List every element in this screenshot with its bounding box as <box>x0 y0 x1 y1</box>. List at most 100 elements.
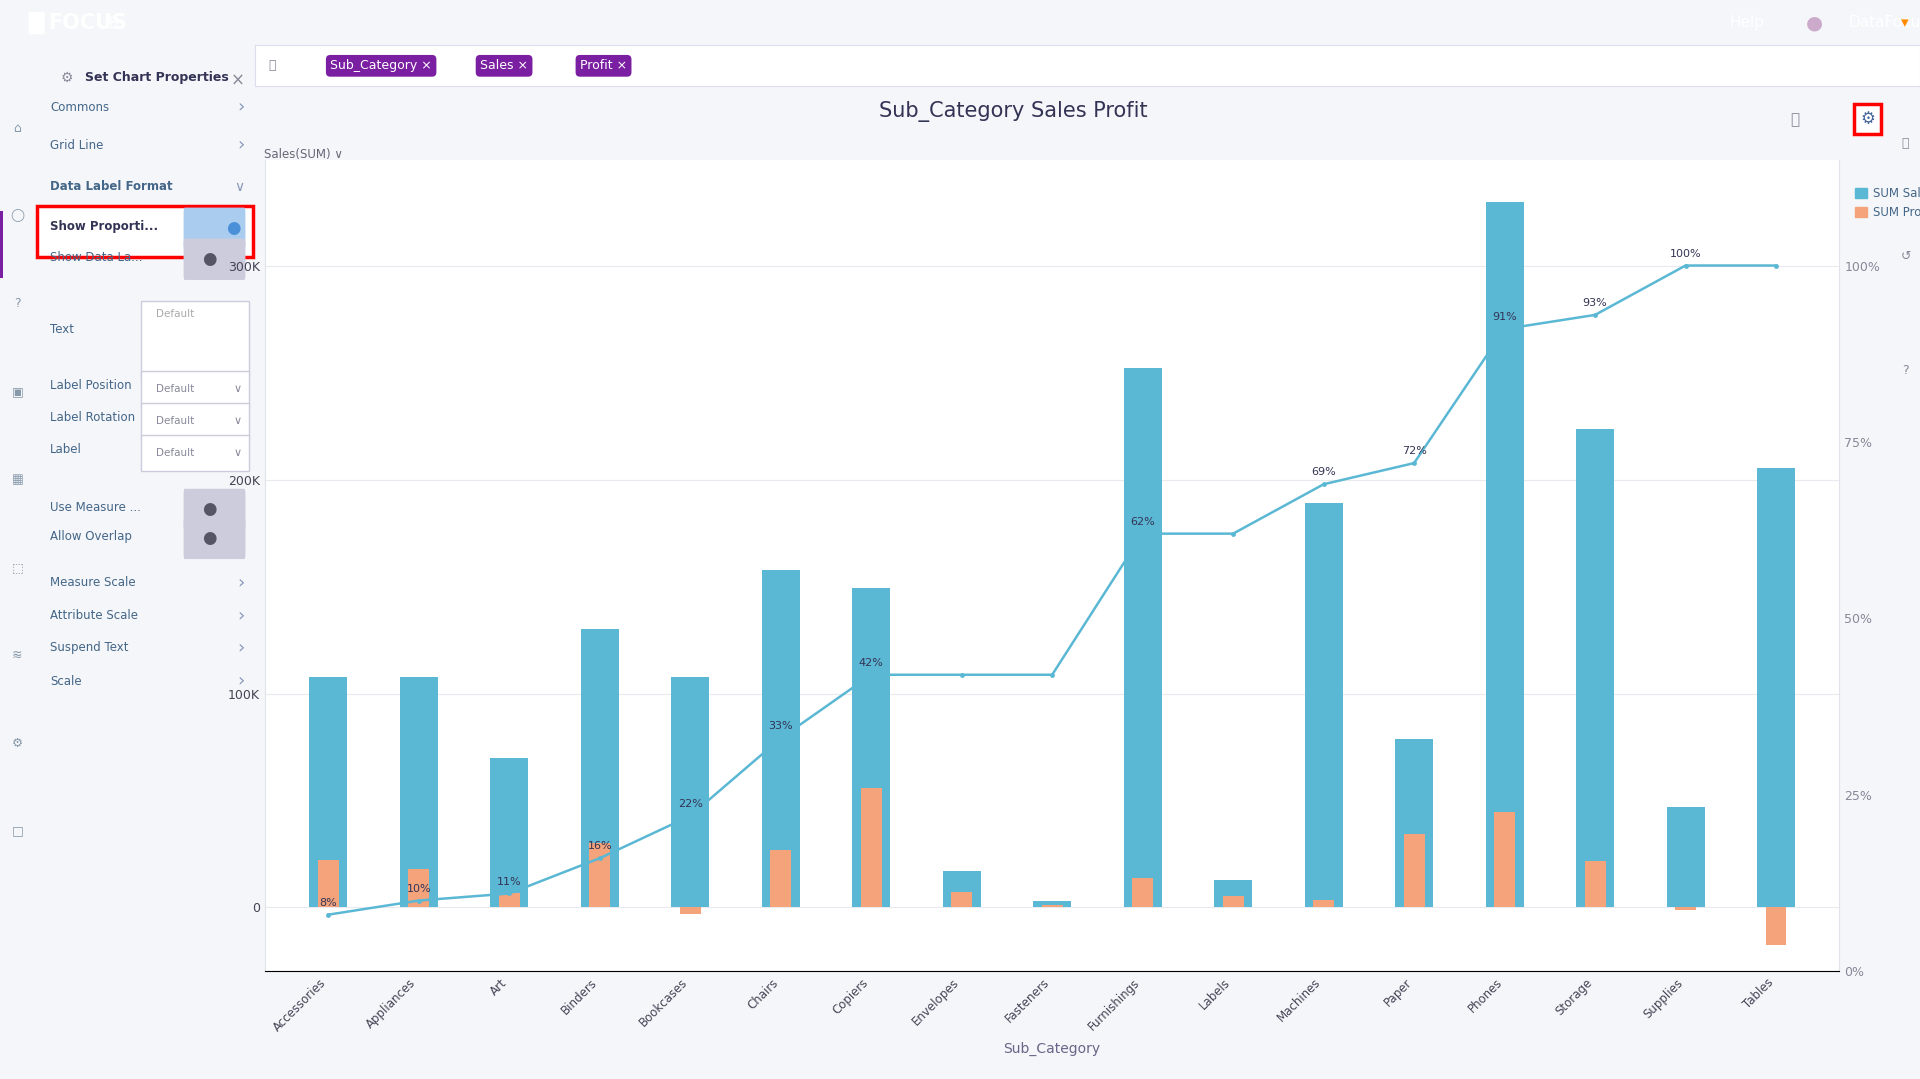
Text: 42%: 42% <box>858 658 883 668</box>
FancyBboxPatch shape <box>140 371 250 407</box>
Text: □: □ <box>12 824 23 837</box>
Text: ⌂: ⌂ <box>13 122 21 135</box>
Text: Allow Overlap: Allow Overlap <box>50 530 132 543</box>
Text: 33%: 33% <box>768 722 793 732</box>
Text: ≋: ≋ <box>12 648 23 661</box>
Text: Label Position: Label Position <box>50 379 132 392</box>
Text: ›: › <box>236 606 244 625</box>
Text: ⬚: ⬚ <box>12 561 23 574</box>
Text: Default: Default <box>156 309 194 319</box>
FancyBboxPatch shape <box>184 207 246 249</box>
Text: Label: Label <box>50 443 83 456</box>
Text: Suspend Text: Suspend Text <box>50 641 129 655</box>
Bar <box>1486 203 1524 907</box>
Bar <box>1396 739 1432 907</box>
Bar <box>409 869 430 907</box>
Text: Set Chart Properties: Set Chart Properties <box>84 71 228 84</box>
Text: 8%: 8% <box>319 898 338 907</box>
Text: Attribute Scale: Attribute Scale <box>50 610 138 623</box>
Bar <box>680 907 701 914</box>
Text: ?: ? <box>13 297 21 311</box>
Text: Sub_Category ×: Sub_Category × <box>330 59 432 72</box>
Text: ▾: ▾ <box>1901 15 1908 30</box>
Text: ▐▌: ▐▌ <box>19 12 54 33</box>
Text: Sales(SUM) ∨: Sales(SUM) ∨ <box>265 148 344 162</box>
Bar <box>1043 905 1062 907</box>
Text: ›: › <box>236 137 244 154</box>
Text: Scale: Scale <box>50 674 83 687</box>
Bar <box>1576 429 1615 907</box>
Bar <box>1304 503 1342 907</box>
Text: ▣: ▣ <box>12 385 23 398</box>
Text: Help: Help <box>1730 15 1764 30</box>
Text: 🖼: 🖼 <box>1791 112 1799 126</box>
Text: ●: ● <box>202 501 217 518</box>
Bar <box>1757 468 1795 907</box>
FancyBboxPatch shape <box>184 489 246 530</box>
Text: 16%: 16% <box>588 842 612 851</box>
Text: ●: ● <box>202 530 217 547</box>
Bar <box>950 892 972 907</box>
Text: Show Data La...: Show Data La... <box>50 250 142 263</box>
Bar <box>1313 900 1334 907</box>
Text: 22%: 22% <box>678 798 703 809</box>
Bar <box>1133 878 1154 907</box>
Text: 🔍: 🔍 <box>269 59 276 72</box>
Bar <box>1667 807 1705 907</box>
Text: 100%: 100% <box>1670 248 1701 259</box>
Bar <box>1033 901 1071 907</box>
Bar <box>1123 368 1162 907</box>
Text: 62%: 62% <box>1131 517 1156 527</box>
Bar <box>860 789 881 907</box>
Text: ?: ? <box>1903 364 1908 377</box>
Bar <box>490 757 528 907</box>
Bar <box>1674 907 1695 910</box>
Bar <box>852 588 891 907</box>
FancyBboxPatch shape <box>184 238 246 279</box>
Bar <box>319 860 338 907</box>
Text: Sub_Category Sales Profit: Sub_Category Sales Profit <box>879 100 1148 122</box>
Text: ↺: ↺ <box>1901 250 1910 263</box>
Text: ⊞: ⊞ <box>104 14 119 31</box>
Bar <box>1404 834 1425 907</box>
Bar <box>762 571 801 907</box>
Text: 93%: 93% <box>1582 298 1607 308</box>
Bar <box>1766 907 1786 945</box>
Bar <box>580 629 618 907</box>
Text: DataFocus: DataFocus <box>1849 15 1920 30</box>
Text: 📈: 📈 <box>1903 137 1908 150</box>
Text: Profit ×: Profit × <box>580 59 628 72</box>
Text: ⚙: ⚙ <box>61 71 73 85</box>
Text: Commons: Commons <box>50 100 109 114</box>
Bar <box>943 871 981 907</box>
Bar <box>1223 896 1244 907</box>
FancyBboxPatch shape <box>140 301 250 378</box>
Text: ⚙: ⚙ <box>12 737 23 750</box>
Text: 10%: 10% <box>407 884 432 893</box>
Bar <box>0 210 2 278</box>
Text: ∨: ∨ <box>234 180 244 194</box>
Text: 11%: 11% <box>497 876 522 887</box>
Text: ⚙: ⚙ <box>1860 110 1874 128</box>
FancyBboxPatch shape <box>184 518 246 559</box>
Text: 69%: 69% <box>1311 467 1336 477</box>
Text: ∨: ∨ <box>234 415 242 425</box>
Text: ∨: ∨ <box>234 383 242 394</box>
Text: Default: Default <box>156 383 194 394</box>
Text: ◯: ◯ <box>10 209 25 222</box>
Bar <box>1494 812 1515 907</box>
Text: ×: × <box>230 71 244 90</box>
Text: Use Measure ...: Use Measure ... <box>50 501 140 514</box>
Text: Sales ×: Sales × <box>480 59 528 72</box>
Text: ∨: ∨ <box>234 448 242 457</box>
Text: ●: ● <box>202 250 217 269</box>
Text: ▦: ▦ <box>12 473 23 486</box>
Bar <box>1584 861 1605 907</box>
Text: Label Rotation: Label Rotation <box>50 411 134 424</box>
Text: ›: › <box>236 98 244 117</box>
Text: ›: › <box>236 574 244 592</box>
Bar <box>589 843 611 907</box>
FancyBboxPatch shape <box>36 205 253 257</box>
Text: Measure Scale: Measure Scale <box>50 576 136 589</box>
FancyBboxPatch shape <box>140 402 250 439</box>
